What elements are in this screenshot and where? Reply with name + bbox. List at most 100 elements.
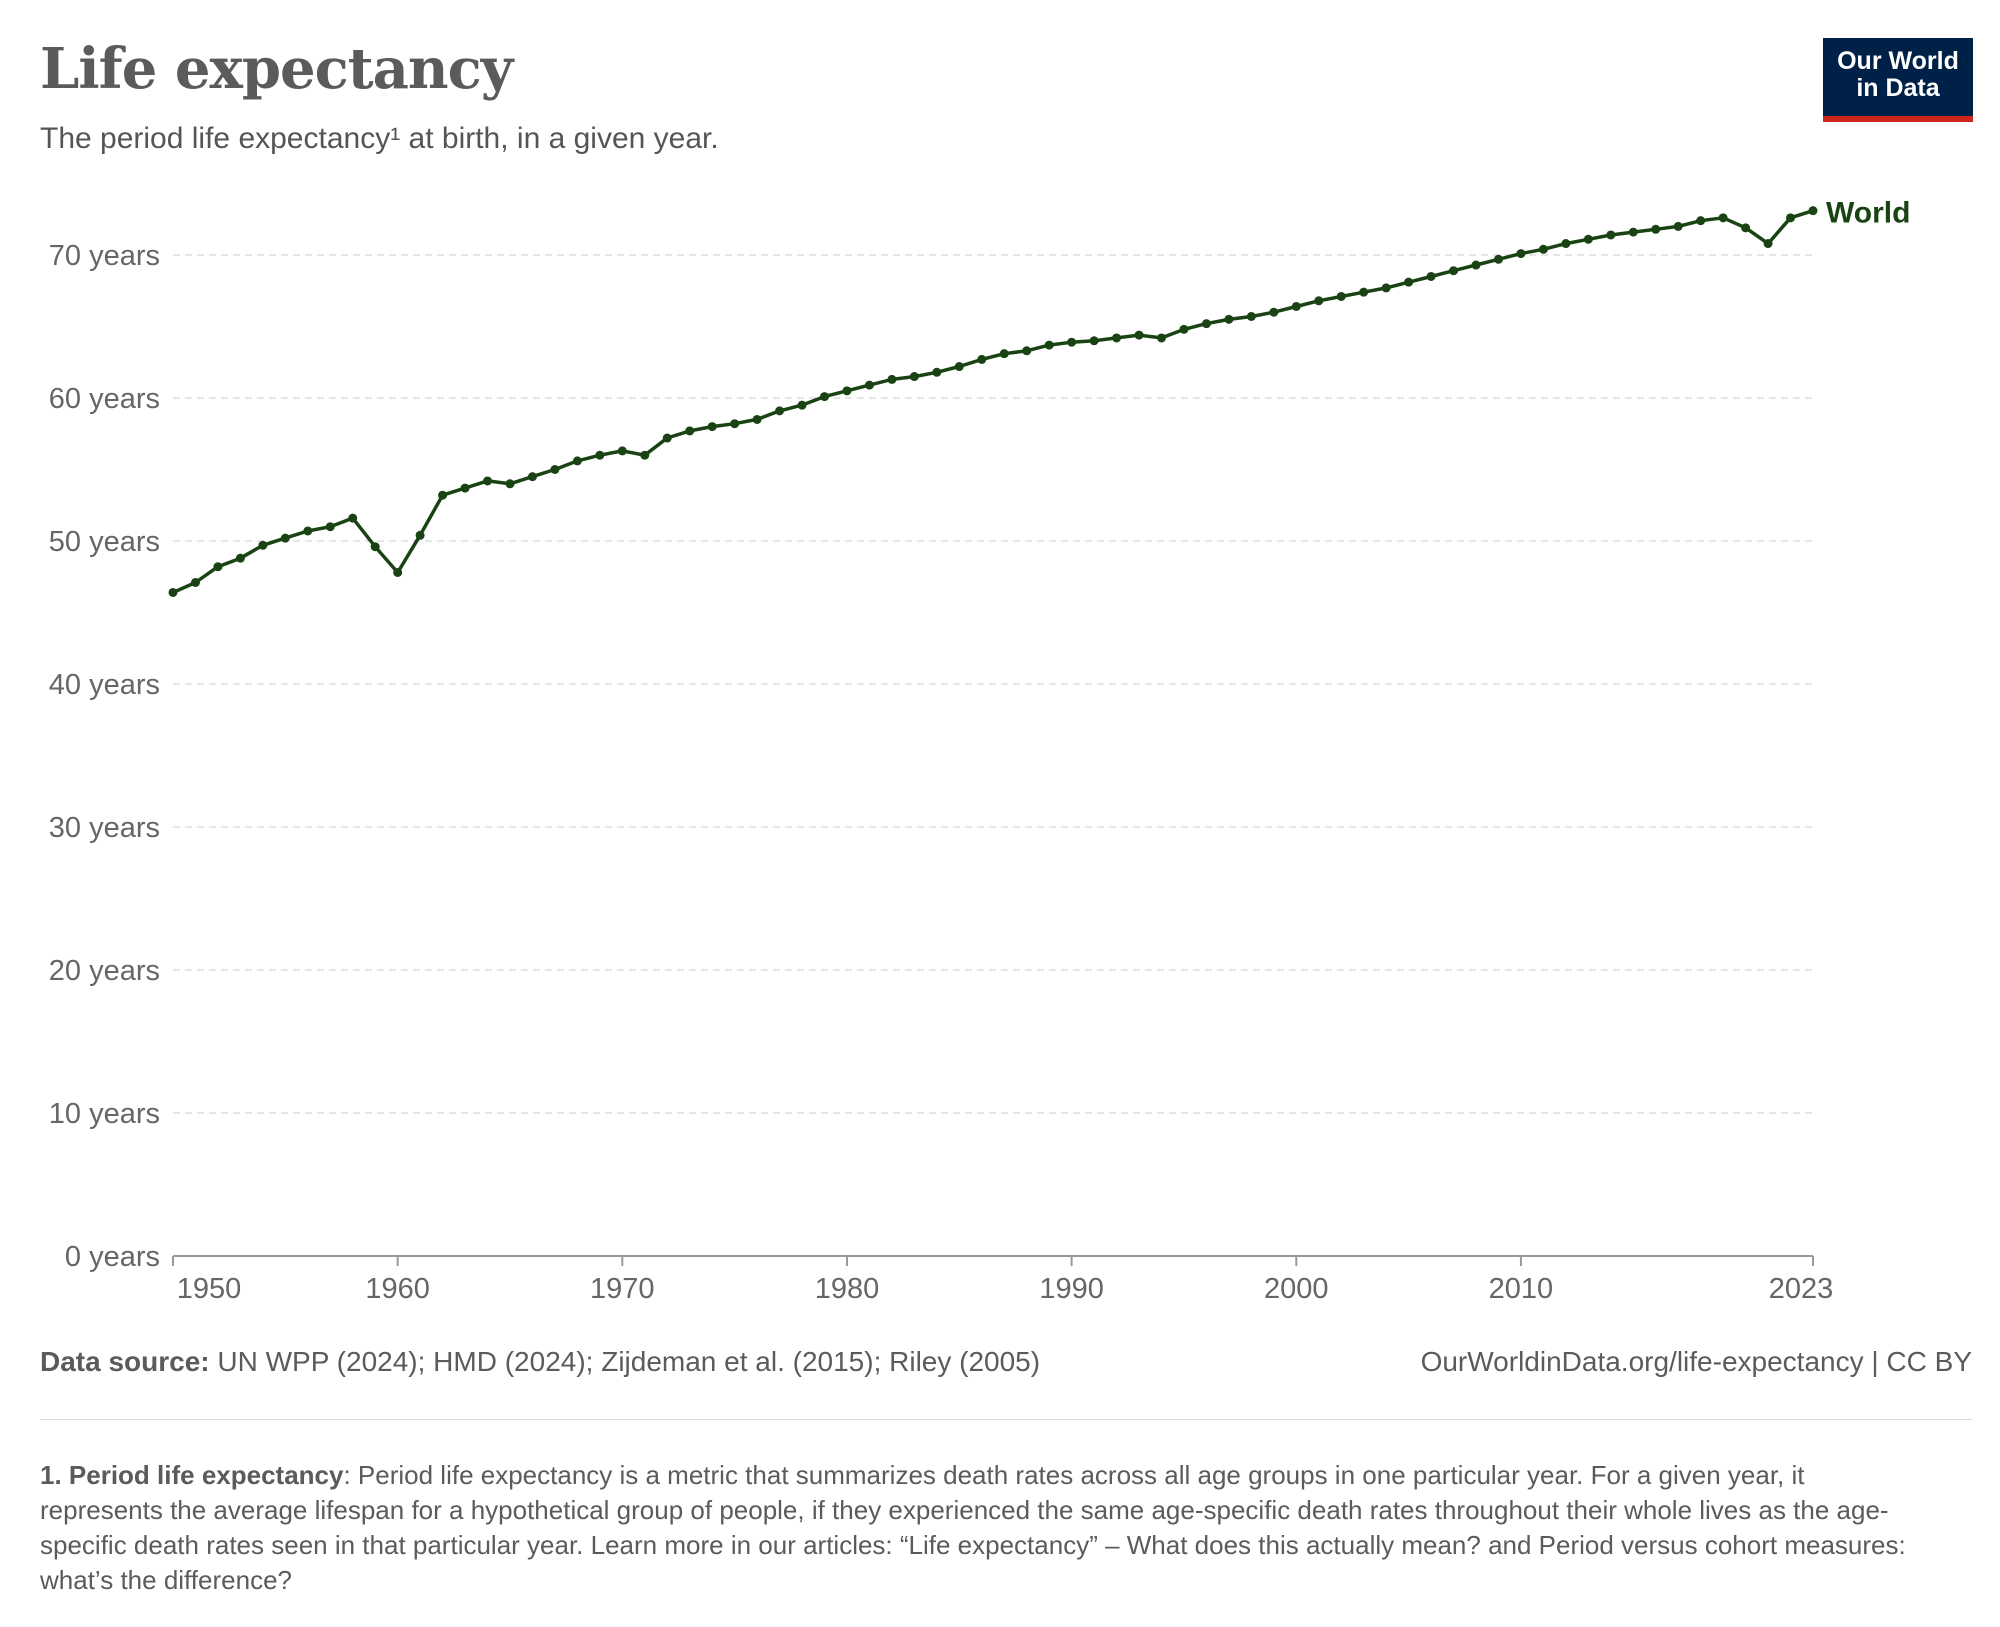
data-point: [685, 426, 695, 436]
data-point: [1673, 221, 1683, 231]
data-point: [820, 392, 830, 402]
data-point: [1606, 230, 1616, 240]
data-point: [258, 540, 268, 550]
data-point: [572, 456, 582, 466]
x-tick-label: 1970: [590, 1273, 655, 1305]
line-chart: 0 years 10 years 20 years 30 years 40 years 5…: [49, 197, 1911, 1305]
source-url-link[interactable]: OurWorldinData.org/life-expectancy | CC …: [1420, 1346, 1972, 1377]
data-point: [864, 380, 874, 390]
data-point: [640, 450, 650, 460]
owid-logo[interactable]: Our World in Data: [1823, 38, 1973, 122]
logo-line-1: Our World: [1837, 47, 1959, 75]
data-point: [1426, 271, 1436, 281]
data-point: [1067, 337, 1077, 347]
data-point: [1381, 283, 1391, 293]
data-point: [1651, 224, 1661, 234]
data-source: Data source: UN WPP (2024); HMD (2024); …: [40, 1346, 1040, 1378]
data-point: [235, 553, 245, 563]
data-point: [775, 406, 785, 416]
x-tick-label: 1980: [815, 1273, 880, 1305]
data-point: [1404, 277, 1414, 287]
x-tick-label: 1990: [1039, 1273, 1104, 1305]
data-point: [505, 479, 515, 489]
data-point: [348, 513, 358, 523]
data-point: [415, 530, 425, 540]
data-point: [280, 533, 290, 543]
data-point: [1314, 296, 1324, 306]
x-tick-label: 1960: [365, 1273, 430, 1305]
data-point: [325, 522, 335, 532]
data-point: [954, 362, 964, 372]
data-point: [1044, 340, 1054, 350]
data-point: [1269, 307, 1279, 317]
data-point: [1696, 216, 1706, 226]
data-point: [1493, 254, 1503, 264]
data-point: [1583, 234, 1593, 244]
data-point: [190, 577, 200, 587]
y-tick-label: 0 years: [65, 1241, 160, 1273]
data-point: [1089, 336, 1099, 346]
logo-accent-bar: [1823, 116, 1973, 122]
data-point: [752, 414, 762, 424]
data-point: [887, 374, 897, 384]
y-tick-label: 50 years: [49, 526, 160, 558]
data-point: [1538, 244, 1548, 254]
x-tick-label: 1950: [177, 1273, 242, 1305]
data-point: [977, 354, 987, 364]
data-point: [483, 476, 493, 486]
y-tick-label: 70 years: [49, 240, 160, 272]
data-point: [730, 419, 740, 429]
data-point: [1359, 287, 1369, 297]
data-point: [1449, 266, 1459, 276]
data-point: [1224, 314, 1234, 324]
x-tick-label: 2010: [1489, 1273, 1554, 1305]
data-point: [1134, 330, 1144, 340]
series-label-world: World: [1826, 197, 1910, 230]
data-point: [527, 472, 537, 482]
data-point: [707, 422, 717, 432]
data-point: [1516, 249, 1526, 259]
data-point: [842, 386, 852, 396]
data-point: [1022, 346, 1032, 356]
data-point: [213, 562, 223, 572]
data-point: [662, 433, 672, 443]
data-point: [617, 446, 627, 456]
data-point: [1246, 311, 1256, 321]
data-point: [1336, 291, 1346, 301]
data-point: [1156, 333, 1166, 343]
data-point: [1179, 324, 1189, 334]
data-point: [550, 465, 560, 474]
data-point: [1628, 227, 1638, 237]
data-point: [595, 450, 605, 460]
logo-line-2: in Data: [1856, 74, 1940, 102]
footnote-text: : Period life expectancy is a metric tha…: [40, 1460, 1906, 1595]
data-point: [1808, 206, 1818, 216]
chart-subtitle: The period life expectancy¹ at birth, in…: [40, 122, 719, 155]
data-point: [1291, 301, 1301, 311]
data-point: [1741, 223, 1751, 233]
y-tick-label: 10 years: [49, 1098, 160, 1130]
y-tick-label: 40 years: [49, 669, 160, 701]
data-point: [1763, 239, 1773, 249]
data-point: [909, 372, 919, 382]
data-point: [999, 349, 1009, 359]
data-point: [168, 587, 178, 597]
data-point: [393, 567, 403, 577]
y-tick-label: 20 years: [49, 955, 160, 987]
data-point: [1201, 319, 1211, 329]
x-tick-label: 2023: [1769, 1273, 1834, 1305]
data-point: [1471, 260, 1481, 270]
data-point: [303, 526, 313, 536]
data-point: [1786, 213, 1796, 223]
y-tick-label: 60 years: [49, 383, 160, 415]
footer-divider: [40, 1419, 1972, 1420]
data-point: [932, 367, 942, 377]
footnote-label: 1. Period life expectancy: [40, 1460, 344, 1490]
data-point: [797, 400, 807, 410]
data-point: [438, 490, 448, 500]
y-tick-label: 30 years: [49, 812, 160, 844]
data-point: [1561, 239, 1571, 249]
data-point: [1112, 333, 1122, 343]
data-source-label: Data source:: [40, 1346, 210, 1377]
data-point: [370, 542, 380, 552]
